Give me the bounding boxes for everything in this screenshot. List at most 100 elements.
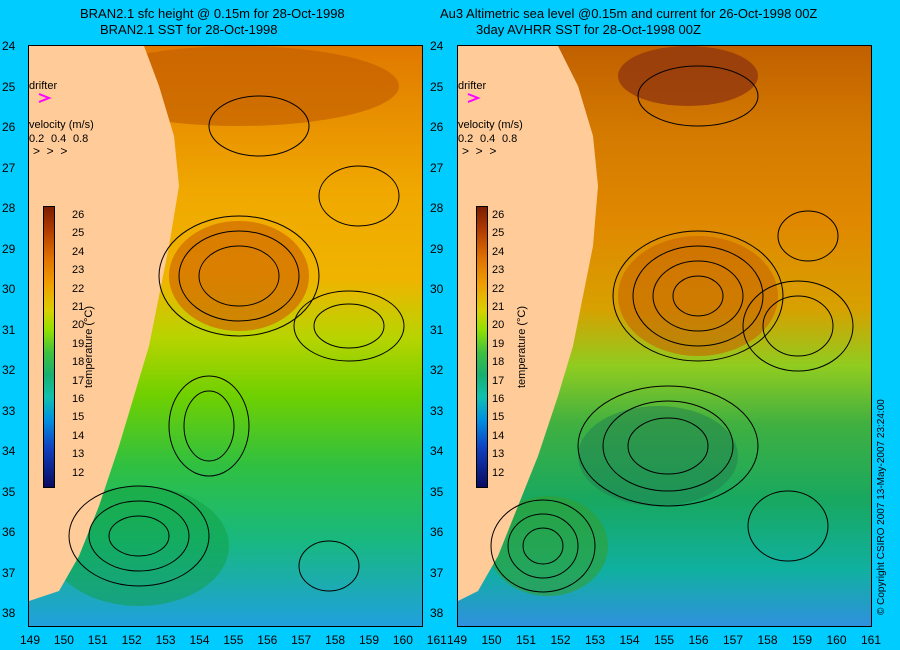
cbar-tick-right-19: 19 — [492, 337, 505, 350]
lat-tick-right-28: 28 — [430, 201, 444, 215]
lat-tick-right-30: 30 — [430, 282, 444, 296]
cbar-tick-left-17: 17 — [72, 374, 85, 387]
cbar-tick-left-15: 15 — [72, 411, 85, 424]
warm-eddy — [618, 236, 778, 356]
drifter-label: drifter — [29, 80, 58, 92]
lat-tick-left-32: 32 — [2, 363, 16, 377]
lon-tick-right-160: 160 — [826, 633, 847, 647]
right-title-line1: Au3 Altimetric sea level @0.15m and curr… — [440, 6, 818, 21]
cbar-tick-right-13: 13 — [492, 448, 505, 461]
lat-tick-left-25: 25 — [2, 79, 16, 94]
cbar-tick-left-18: 18 — [72, 356, 85, 369]
lat-tick-right-24: 24 — [430, 39, 444, 53]
lon-tick-right-154: 154 — [619, 633, 640, 647]
lon-tick-right-158: 158 — [757, 633, 778, 647]
cbar-tick-left-24: 24 — [72, 245, 85, 258]
colorbar — [43, 206, 55, 488]
velocity-value-1: 0.4 — [480, 133, 496, 145]
cool-eddy — [578, 406, 738, 506]
cbar-tick-left-23: 23 — [72, 264, 85, 277]
lat-tick-right-25: 25 — [430, 79, 444, 94]
lon-tick-left-160: 160 — [392, 633, 413, 647]
lat-tick-left-37: 37 — [2, 565, 16, 580]
cbar-tick-left-12: 12 — [72, 466, 85, 479]
velocity-value-2: 0.8 — [502, 133, 518, 145]
lon-tick-left-159: 159 — [358, 633, 380, 647]
cbar-tick-right-25: 25 — [492, 227, 505, 240]
cbar-tick-right-18: 18 — [492, 356, 505, 369]
cbar-tick-left-25: 25 — [72, 227, 85, 240]
cbar-tick-right-14: 14 — [492, 429, 505, 442]
cbar-tick-left-16: 16 — [72, 393, 85, 405]
lon-tick-left-157: 157 — [291, 633, 312, 647]
lat-tick-left-35: 35 — [2, 484, 16, 499]
cbar-tick-left-20: 20 — [72, 319, 85, 332]
lon-tick-left-151: 151 — [87, 633, 108, 647]
lon-tick-right-155: 155 — [653, 633, 675, 647]
cbar-tick-right-17: 17 — [492, 374, 505, 387]
velocity-value-0: 0.2 — [458, 133, 474, 145]
left-map-svg — [29, 46, 422, 626]
lat-tick-right-32: 32 — [430, 363, 444, 377]
lat-tick-right-31: 31 — [430, 322, 444, 337]
lat-tick-left-36: 36 — [2, 525, 16, 539]
lat-tick-right-29: 29 — [430, 241, 444, 256]
drifter-label: drifter — [458, 80, 487, 92]
cbar-tick-right-16: 16 — [492, 393, 505, 405]
lon-tick-right-149: 149 — [446, 633, 468, 647]
land-mass — [29, 46, 179, 601]
warm-core-north — [618, 46, 758, 106]
lon-tick-right-157: 157 — [722, 633, 744, 647]
lat-tick-right-37: 37 — [430, 565, 444, 580]
velocity-arrows: > > > — [33, 144, 68, 158]
lat-tick-right-27: 27 — [430, 160, 444, 175]
cbar-tick-left-22: 22 — [72, 282, 85, 295]
lon-tick-left-150: 150 — [53, 633, 74, 647]
sea-level-contours — [490, 65, 854, 593]
right-map-panel: drifter velocity (m/s) 0.2 0.4 0.8 > > >… — [457, 45, 872, 627]
cbar-tick-right-20: 20 — [492, 319, 505, 332]
lat-tick-right-33: 33 — [430, 403, 444, 418]
lon-tick-right-153: 153 — [584, 633, 606, 647]
land-mass — [458, 46, 598, 601]
cbar-tick-right-21: 21 — [492, 301, 505, 313]
lon-tick-right-151: 151 — [515, 633, 537, 647]
cbar-tick-right-23: 23 — [492, 264, 505, 277]
lat-tick-left-26: 26 — [2, 120, 16, 134]
colorbar — [476, 206, 488, 488]
lat-tick-right-35: 35 — [430, 484, 444, 499]
lon-tick-left-161: 161 — [426, 633, 447, 647]
lon-tick-left-158: 158 — [325, 633, 346, 647]
lat-tick-left-28: 28 — [2, 201, 16, 215]
colorbar-label: temperature (°C) — [516, 305, 528, 388]
cbar-tick-right-22: 22 — [492, 282, 505, 295]
lat-tick-right-38: 38 — [430, 606, 444, 620]
cbar-tick-left-19: 19 — [72, 337, 85, 350]
lat-tick-left-29: 29 — [2, 241, 16, 256]
velocity-value-0: 0.2 — [29, 133, 45, 145]
right-title-line2: 3day AVHRR SST for 28-Oct-1998 00Z — [476, 22, 701, 37]
lon-tick-left-153: 153 — [155, 633, 176, 647]
lat-tick-left-33: 33 — [2, 403, 16, 418]
lon-tick-right-150: 150 — [481, 633, 502, 647]
cbar-tick-left-21: 21 — [72, 301, 85, 313]
colorbar-label: temperature (°C) — [83, 305, 95, 388]
lat-tick-left-38: 38 — [2, 606, 16, 620]
left-map-panel: drifter velocity (m/s) 0.2 0.4 0.8 > > >… — [28, 45, 423, 627]
velocity-value-2: 0.8 — [73, 133, 89, 145]
cbar-tick-left-13: 13 — [72, 448, 85, 461]
velocity-value-1: 0.4 — [51, 133, 67, 145]
cool-eddy-south — [488, 496, 608, 596]
cbar-tick-right-12: 12 — [492, 466, 505, 479]
lon-tick-left-152: 152 — [121, 633, 142, 647]
cbar-tick-left-14: 14 — [72, 429, 85, 442]
lat-tick-right-26: 26 — [430, 120, 444, 134]
velocity-label: velocity (m/s) — [458, 119, 523, 131]
lon-tick-left-156: 156 — [257, 633, 278, 647]
lat-tick-right-36: 36 — [430, 525, 444, 539]
lon-tick-left-155: 155 — [223, 633, 244, 647]
cbar-tick-right-26: 26 — [492, 209, 505, 221]
lat-tick-left-24: 24 — [2, 39, 16, 53]
lon-tick-right-156: 156 — [688, 633, 709, 647]
cbar-tick-left-26: 26 — [72, 209, 85, 221]
